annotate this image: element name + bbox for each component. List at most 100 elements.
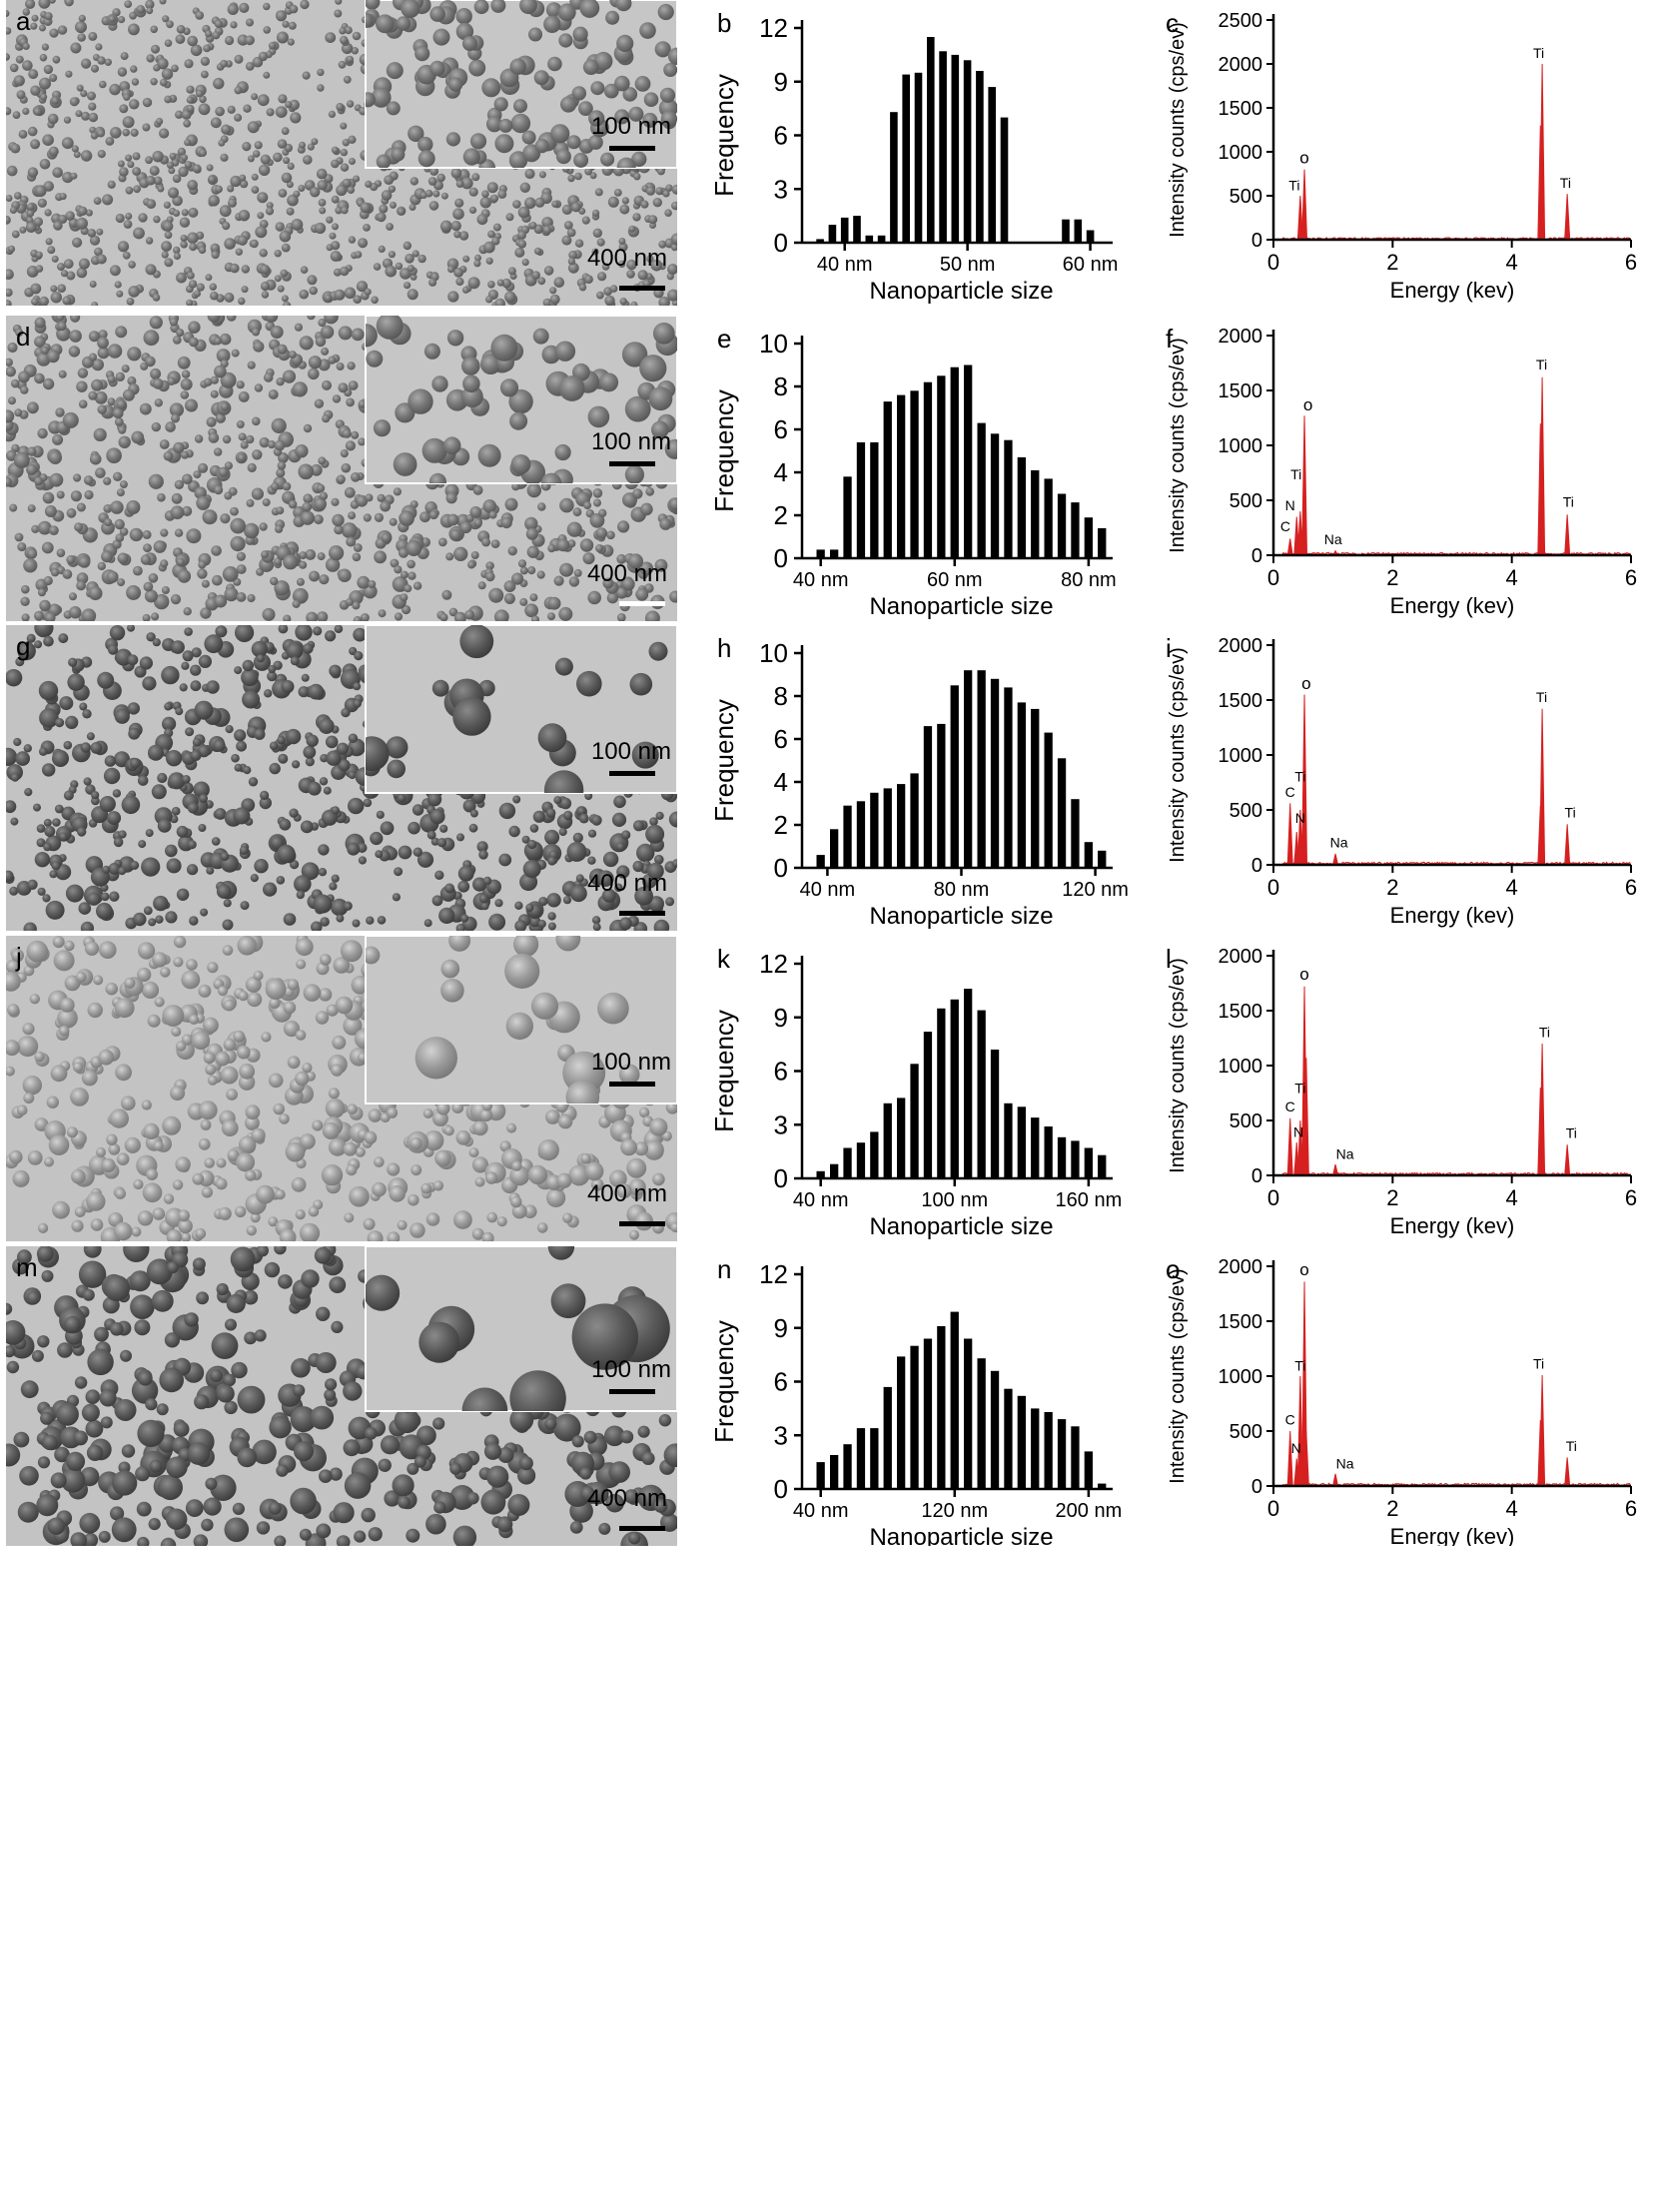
nanoparticle <box>639 561 654 576</box>
nanoparticle <box>562 896 572 905</box>
nanoparticle <box>6 288 13 298</box>
inset-scale-bar <box>609 146 655 151</box>
nanoparticle <box>242 690 261 709</box>
nanoparticle <box>537 1139 559 1161</box>
nanoparticle <box>445 492 457 504</box>
inset-nanoparticle <box>599 372 619 392</box>
nanoparticle <box>248 777 259 787</box>
nanoparticle <box>454 198 464 208</box>
inset-nanoparticle <box>366 12 374 28</box>
nanoparticle <box>370 831 384 846</box>
nanoparticle <box>354 251 363 259</box>
nanoparticle <box>251 93 259 101</box>
nanoparticle <box>126 500 141 514</box>
nanoparticle <box>202 509 218 525</box>
nanoparticle <box>354 1530 367 1543</box>
nanoparticle <box>97 337 109 350</box>
nanoparticle <box>283 913 297 926</box>
nanoparticle <box>130 1294 155 1319</box>
nanoparticle <box>485 561 494 570</box>
nanoparticle <box>526 482 541 498</box>
inset-nanoparticle <box>643 92 659 107</box>
histogram-bar <box>1017 456 1026 558</box>
nanoparticle <box>363 513 372 522</box>
inset-nanoparticle <box>428 472 446 483</box>
nanoparticle <box>159 439 170 449</box>
inset-nanoparticle <box>510 454 531 474</box>
nanoparticle <box>453 231 461 239</box>
nanoparticle <box>658 297 670 306</box>
nanoparticle <box>291 1358 311 1378</box>
nanoparticle <box>37 198 47 208</box>
nanoparticle <box>471 1227 484 1240</box>
inset-nanoparticle <box>455 8 472 25</box>
nanoparticle <box>487 230 495 239</box>
nanoparticle <box>52 750 69 767</box>
nanoparticle <box>452 1525 477 1546</box>
nanoparticle <box>214 19 223 28</box>
nanoparticle <box>547 856 557 866</box>
inset-nanoparticle <box>528 27 542 42</box>
nanoparticle <box>186 85 195 94</box>
nanoparticle <box>655 187 664 196</box>
main-scale-label: 400 nm <box>587 1180 667 1207</box>
nanoparticle <box>452 208 464 220</box>
nanoparticle <box>78 258 90 270</box>
peak-label: C <box>1285 784 1295 800</box>
nanoparticle <box>423 1130 444 1151</box>
y-axis-label: Intensity counts (cps/ev) <box>1167 1268 1189 1484</box>
size-histogram: 0 3 6 9 12 40 nm 100 nm 160 nm Nanoparticle size… <box>699 936 1129 1241</box>
inset-nanoparticle <box>490 0 506 13</box>
nanoparticle <box>230 21 238 29</box>
nanoparticle <box>609 285 618 293</box>
nanoparticle <box>60 1468 86 1493</box>
inset-nanoparticle <box>590 81 605 96</box>
nanoparticle <box>567 174 575 183</box>
nanoparticle <box>121 795 141 815</box>
nanoparticle <box>216 1282 229 1296</box>
nanoparticle <box>592 228 602 238</box>
nanoparticle <box>238 991 249 1002</box>
nanoparticle <box>48 1134 70 1155</box>
nanoparticle <box>182 505 193 516</box>
nanoparticle <box>547 922 556 931</box>
nanoparticle <box>70 316 81 323</box>
nanoparticle <box>340 122 348 130</box>
nanoparticle <box>668 497 677 511</box>
nanoparticle <box>478 894 488 904</box>
nanoparticle <box>374 1156 385 1167</box>
nanoparticle <box>573 568 582 577</box>
nanoparticle <box>139 402 152 415</box>
nanoparticle <box>27 1150 43 1165</box>
nanoparticle <box>143 330 160 347</box>
nanoparticle <box>247 593 256 603</box>
nanoparticle <box>154 997 165 1008</box>
inset-scale-bar <box>609 1082 655 1087</box>
nanoparticle <box>261 550 270 559</box>
nanoparticle <box>131 1377 159 1404</box>
nanoparticle <box>237 1447 258 1468</box>
nanoparticle <box>19 226 27 234</box>
nanoparticle <box>130 128 139 137</box>
nanoparticle <box>118 1461 131 1474</box>
peak-label: o <box>1299 965 1308 984</box>
nanoparticle <box>645 486 655 496</box>
nanoparticle <box>137 1536 150 1546</box>
nanoparticle <box>76 502 86 512</box>
nanoparticle <box>260 264 271 275</box>
nanoparticle <box>580 1486 595 1501</box>
nanoparticle <box>15 751 30 766</box>
nanoparticle <box>455 923 465 931</box>
nanoparticle <box>384 175 395 186</box>
nanoparticle <box>96 902 113 920</box>
nanoparticle <box>254 728 266 740</box>
nanoparticle <box>164 1332 180 1348</box>
nanoparticle <box>345 440 356 451</box>
spectrum-peak <box>1286 803 1293 866</box>
eds-spectrum: o Ti C N Na Ti Ti 0 500 1000 1500 2000 0 2 4 6 Energy (k… <box>1144 625 1648 931</box>
nanoparticle <box>654 558 668 572</box>
nanoparticle <box>471 1156 489 1173</box>
nanoparticle <box>321 1164 344 1186</box>
inset-nanoparticle <box>446 330 464 347</box>
histogram-bar <box>910 773 919 868</box>
